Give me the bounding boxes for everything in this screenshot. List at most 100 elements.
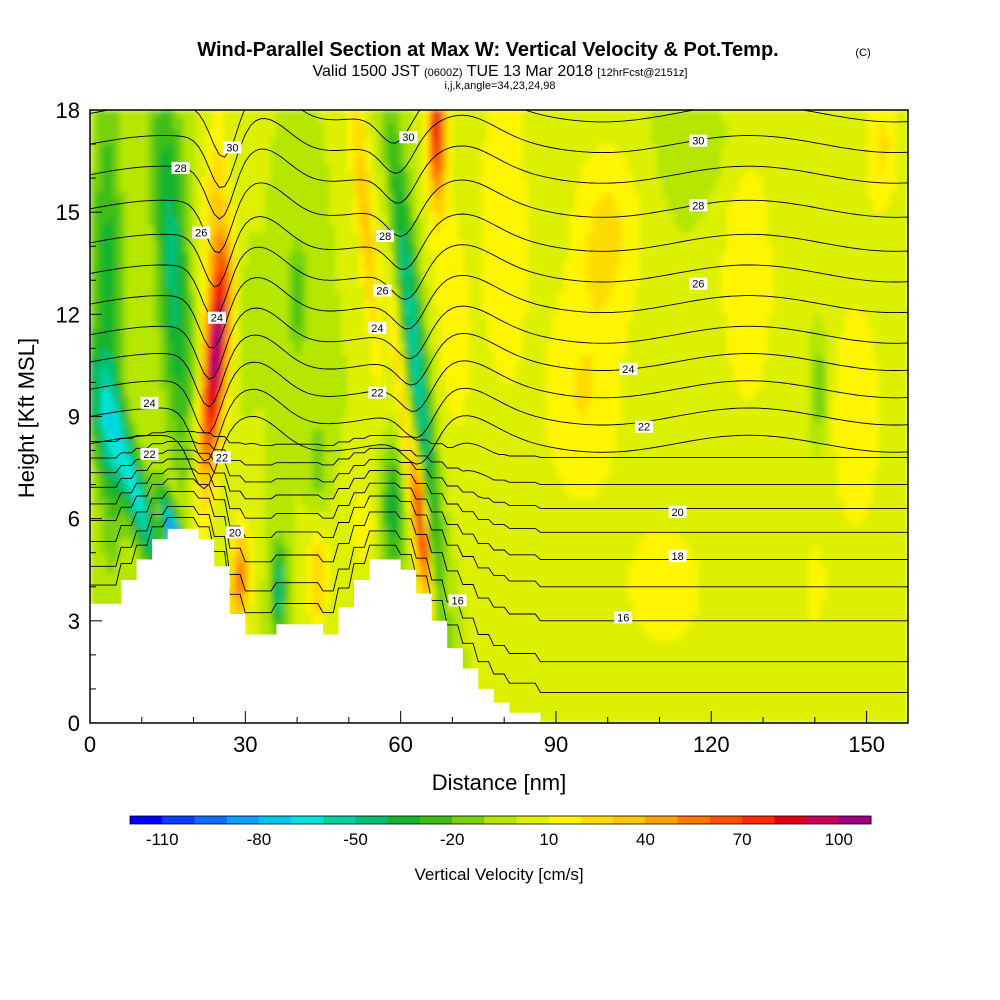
velocity-cell xyxy=(195,123,202,132)
velocity-cell xyxy=(861,266,868,275)
velocity-cell xyxy=(703,110,710,118)
velocity-cell xyxy=(563,307,570,315)
velocity-cell xyxy=(843,287,851,295)
velocity-cell xyxy=(814,144,821,152)
velocity-cell xyxy=(393,321,401,329)
velocity-cell xyxy=(136,341,144,349)
velocity-cell xyxy=(95,287,103,295)
velocity-cell xyxy=(697,212,705,220)
velocity-cell xyxy=(130,246,138,254)
velocity-cell xyxy=(715,287,722,295)
velocity-cell xyxy=(288,232,296,241)
velocity-cell xyxy=(212,266,220,275)
velocity-cell xyxy=(288,253,296,261)
velocity-cell xyxy=(300,144,307,152)
velocity-cell xyxy=(504,184,512,193)
velocity-cell xyxy=(329,280,336,288)
velocity-cell xyxy=(861,198,868,206)
velocity-cell xyxy=(306,157,313,166)
velocity-cell xyxy=(738,218,745,227)
velocity-cell xyxy=(633,327,640,336)
velocity-cell xyxy=(674,157,681,166)
velocity-cell xyxy=(867,218,874,227)
velocity-cell xyxy=(241,171,249,179)
velocity-cell xyxy=(785,314,792,322)
velocity-cell xyxy=(896,178,903,186)
velocity-cell xyxy=(814,266,821,275)
velocity-cell xyxy=(142,137,150,145)
velocity-cell xyxy=(236,218,243,227)
velocity-cell xyxy=(183,178,190,186)
velocity-cell xyxy=(884,225,892,234)
velocity-cell xyxy=(709,184,716,193)
velocity-cell xyxy=(791,110,798,118)
velocity-cell xyxy=(195,178,202,186)
velocity-cell xyxy=(376,280,383,288)
velocity-cell xyxy=(113,273,120,281)
velocity-cell xyxy=(323,253,331,261)
velocity-cell xyxy=(148,239,155,247)
velocity-cell xyxy=(563,116,570,125)
velocity-cell xyxy=(241,137,249,145)
velocity-cell xyxy=(902,164,908,172)
velocity-cell xyxy=(697,150,705,159)
velocity-cell xyxy=(224,348,231,356)
velocity-cell xyxy=(750,327,757,336)
velocity-cell xyxy=(446,225,453,234)
velocity-cell xyxy=(896,253,903,261)
velocity-cell xyxy=(902,123,908,132)
velocity-cell xyxy=(329,144,336,152)
velocity-cell xyxy=(288,239,296,247)
velocity-cell xyxy=(195,212,202,220)
velocity-cell xyxy=(387,253,395,261)
velocity-cell xyxy=(469,348,477,356)
velocity-cell xyxy=(323,198,331,206)
velocity-cell xyxy=(732,334,740,343)
velocity-cell xyxy=(756,293,763,302)
velocity-cell xyxy=(463,205,471,213)
velocity-cell xyxy=(680,110,687,118)
velocity-cell xyxy=(621,314,629,322)
velocity-cell xyxy=(393,205,401,213)
velocity-cell xyxy=(136,130,144,138)
velocity-cell xyxy=(265,266,272,275)
velocity-cell xyxy=(282,171,290,179)
velocity-cell xyxy=(423,334,430,343)
velocity-cell xyxy=(253,232,261,241)
velocity-cell xyxy=(750,266,757,275)
velocity-cell xyxy=(668,253,675,261)
velocity-cell xyxy=(440,266,448,275)
velocity-cell xyxy=(872,266,880,275)
velocity-cell xyxy=(253,212,261,220)
velocity-cell xyxy=(265,123,272,132)
velocity-cell xyxy=(791,300,798,309)
velocity-cell xyxy=(610,239,617,247)
velocity-cell xyxy=(680,171,687,179)
velocity-cell xyxy=(773,239,781,247)
velocity-cell xyxy=(890,150,897,159)
velocity-cell xyxy=(697,110,705,118)
velocity-cell xyxy=(399,334,407,343)
velocity-cell xyxy=(574,280,582,288)
velocity-cell xyxy=(358,327,366,336)
velocity-cell xyxy=(259,110,266,118)
velocity-cell xyxy=(142,259,150,268)
velocity-cell xyxy=(528,314,535,322)
velocity-cell xyxy=(902,232,908,241)
velocity-cell xyxy=(201,341,208,349)
velocity-cell xyxy=(522,178,529,186)
velocity-cell xyxy=(820,232,827,241)
velocity-cell xyxy=(528,307,535,315)
velocity-cell xyxy=(680,300,687,309)
velocity-cell xyxy=(358,232,366,241)
velocity-cell xyxy=(709,171,716,179)
velocity-cell xyxy=(189,191,196,200)
velocity-cell xyxy=(463,341,471,349)
velocity-cell xyxy=(855,144,862,152)
velocity-cell xyxy=(867,287,874,295)
velocity-cell xyxy=(282,327,290,336)
velocity-cell xyxy=(352,110,360,118)
velocity-cell xyxy=(902,239,908,247)
velocity-cell xyxy=(639,327,646,336)
velocity-cell xyxy=(475,198,483,206)
